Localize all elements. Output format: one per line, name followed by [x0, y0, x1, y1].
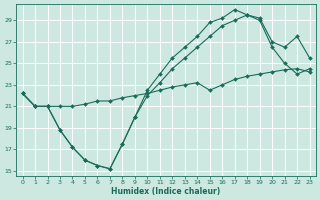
- X-axis label: Humidex (Indice chaleur): Humidex (Indice chaleur): [111, 187, 221, 196]
